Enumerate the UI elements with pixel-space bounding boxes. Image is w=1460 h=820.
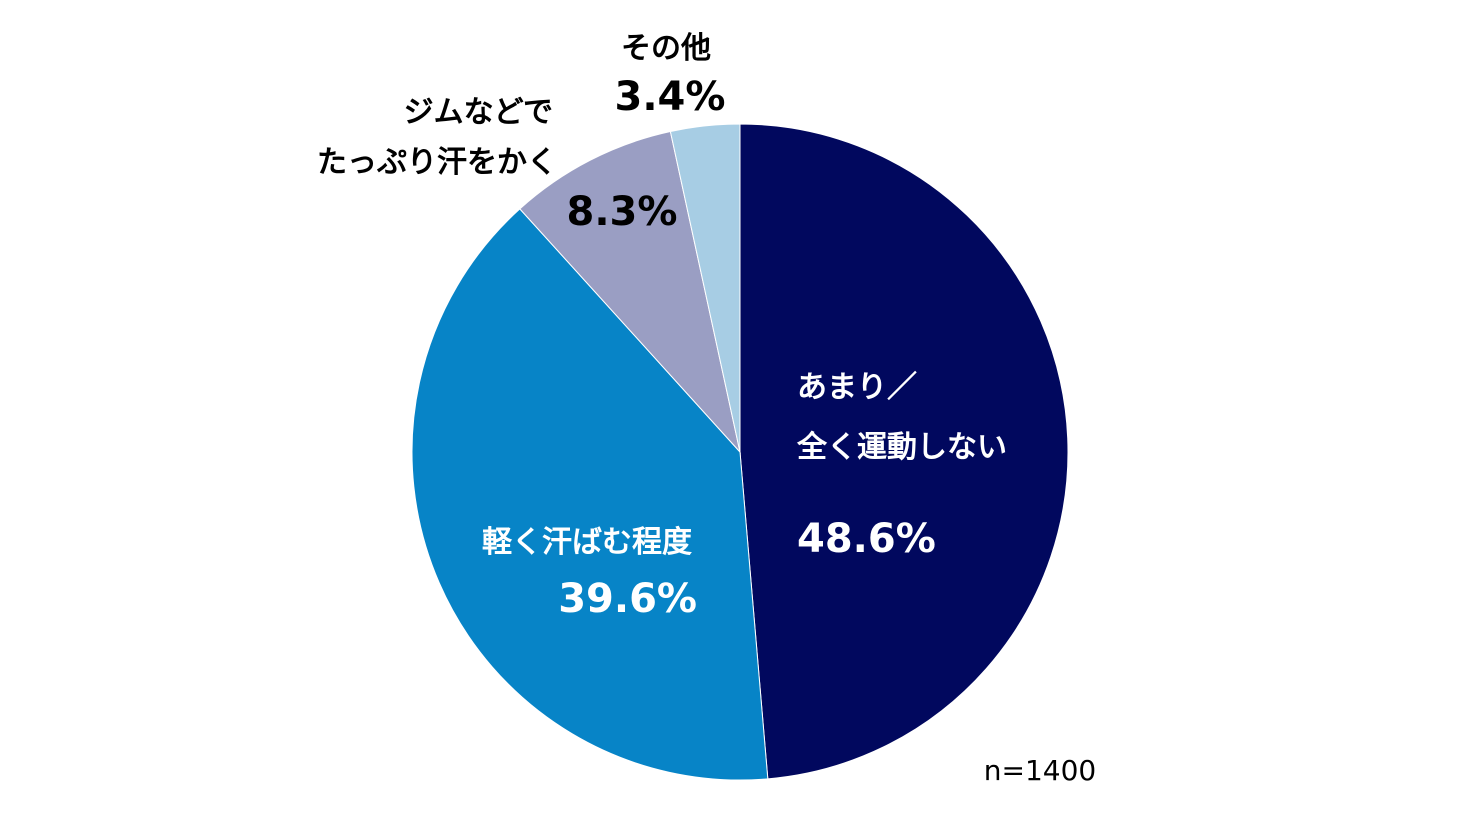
- slice-not-exercise: [739, 123, 1069, 780]
- slice-label-not-exercise-line1: あまり／: [797, 370, 917, 405]
- slice-value-other: 3.4%: [615, 74, 726, 120]
- slice-label-gym-line1: ジムなどで: [404, 95, 553, 130]
- slice-label-group-light-sweat: 軽く汗ばむ程度 39.6%: [482, 525, 697, 622]
- slice-light-sweat: [411, 208, 769, 781]
- slice-label-group-other: その他 3.4%: [615, 31, 726, 120]
- slice-label-other: その他: [621, 31, 711, 66]
- slice-other: [669, 123, 741, 453]
- slice-gym: [519, 130, 741, 454]
- sample-size-note: n=1400: [984, 754, 1096, 787]
- slice-value-gym: 8.3%: [567, 189, 678, 235]
- slice-value-not-exercise: 48.6%: [797, 516, 936, 562]
- pie-slices: [411, 123, 1069, 781]
- slice-label-gym-line2: たっぷり汗をかく: [317, 145, 557, 180]
- slice-value-light-sweat: 39.6%: [558, 576, 697, 622]
- slice-label-group-not-exercise: あまり／ 全く運動しない 48.6%: [796, 370, 1007, 562]
- slice-label-group-gym: ジムなどで たっぷり汗をかく 8.3%: [317, 95, 677, 235]
- slice-label-not-exercise-line2: 全く運動しない: [796, 430, 1007, 465]
- slice-label-light-sweat: 軽く汗ばむ程度: [482, 525, 692, 560]
